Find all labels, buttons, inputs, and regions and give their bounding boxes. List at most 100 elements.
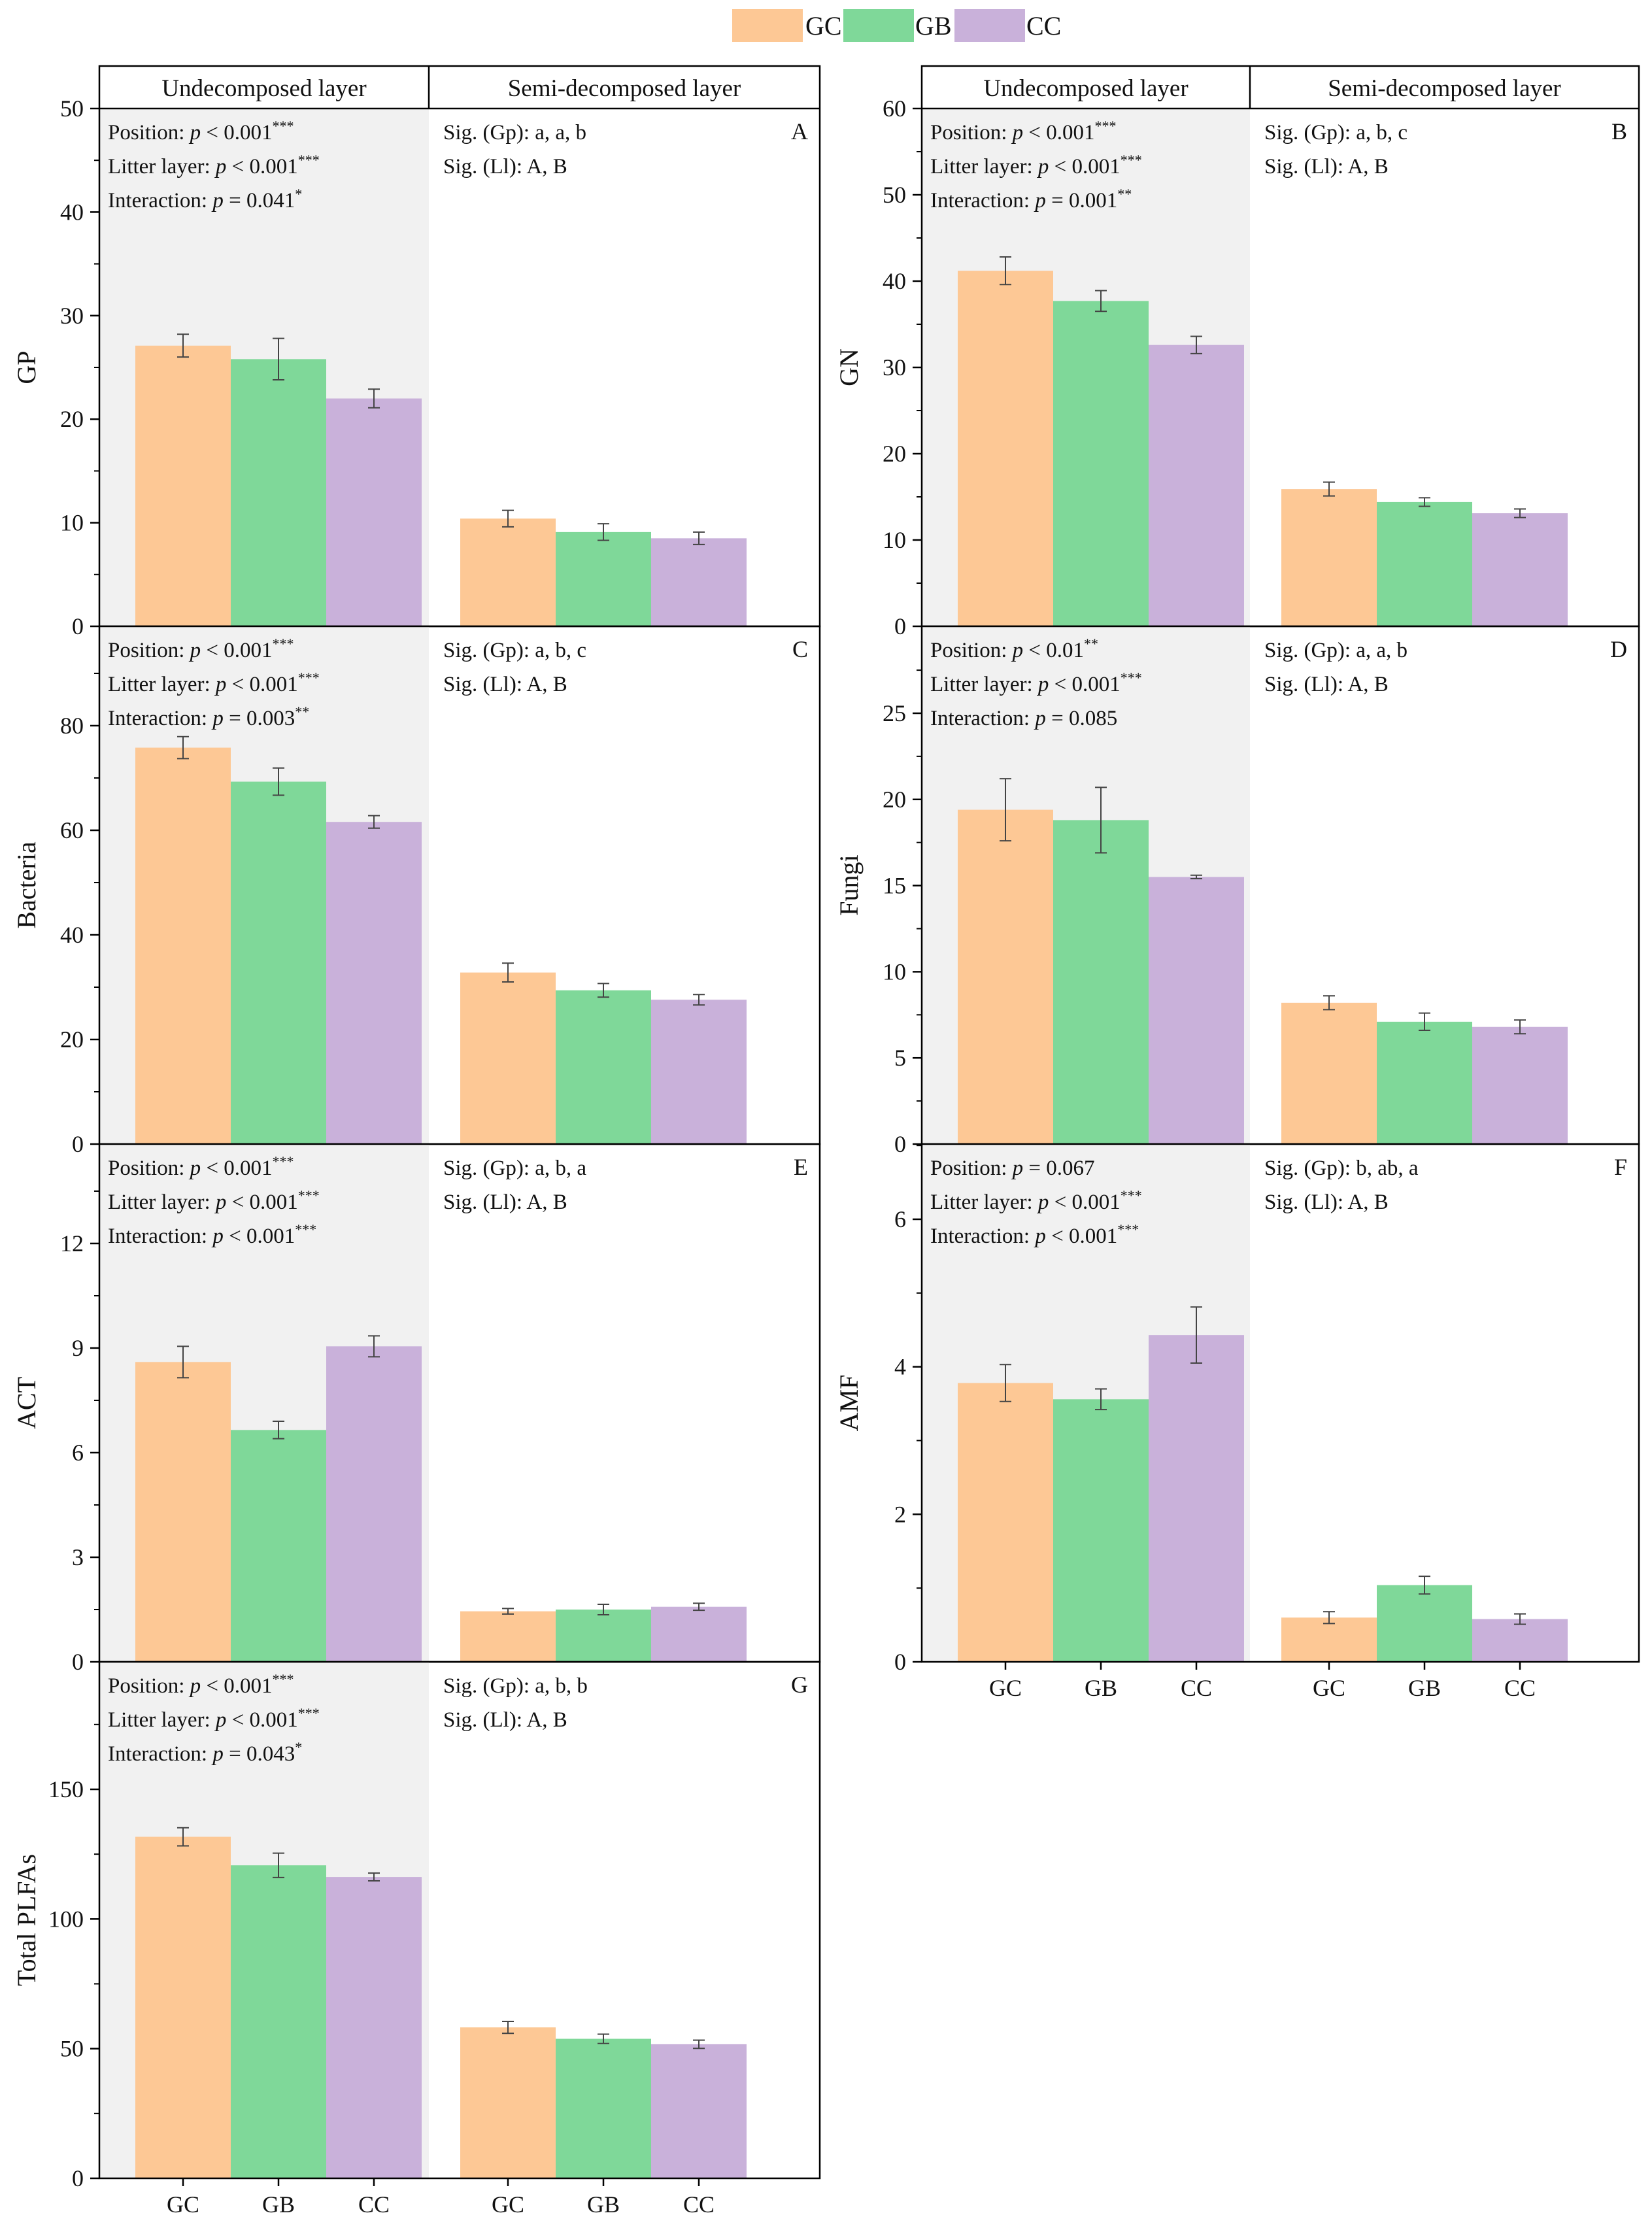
y-tick-label: 80 — [60, 713, 84, 739]
error-bar — [693, 531, 705, 545]
stats-block: Position: p < 0.001*** Litter layer: p < … — [108, 1671, 320, 1766]
sig-line: Sig. (Ll): A, B — [443, 155, 567, 178]
bar-semi-cc — [1472, 1619, 1568, 1662]
y-tick-label: 20 — [883, 786, 906, 813]
stat-line: Position: p < 0.001*** — [108, 1153, 294, 1180]
stat-line: Litter layer: p < 0.001*** — [930, 1187, 1142, 1214]
y-tick-label: 50 — [60, 2036, 84, 2062]
error-bar — [177, 1827, 189, 1847]
y-tick-label: 25 — [883, 700, 906, 726]
sig-line: Sig. (Gp): a, b, c — [1264, 121, 1408, 144]
error-bar — [1419, 1576, 1430, 1595]
y-axis: 0 20 40 60 80 — [60, 673, 99, 1157]
error-bar — [273, 337, 284, 381]
bar-undecomposed-gc — [135, 1836, 231, 2178]
bar-semi-gc — [1281, 489, 1377, 626]
y-axis-label: GP — [12, 350, 41, 384]
header-undecomposed: Undecomposed layer — [161, 75, 366, 102]
stat-line: Position: p < 0.01** — [930, 635, 1098, 662]
stat-line: Litter layer: p < 0.001*** — [108, 1187, 320, 1214]
panel-letter: B — [1611, 118, 1627, 144]
error-bar — [177, 333, 189, 358]
error-bar — [1514, 1613, 1526, 1625]
stat-line: Position: p < 0.001*** — [930, 118, 1117, 144]
y-axis: 0 10 20 30 40 50 60 — [883, 95, 922, 639]
y-tick-label: 15 — [883, 873, 906, 899]
bar-undecomposed-cc — [326, 1877, 422, 2178]
y-tick-label: 9 — [72, 1335, 84, 1361]
bar-undecomposed-gc — [135, 1362, 231, 1662]
bar-undecomposed-gc — [135, 345, 231, 626]
sig-line: Sig. (Gp): a, a, b — [1264, 639, 1408, 662]
y-axis-label: GN — [834, 348, 864, 386]
legend-label-cc: CC — [1026, 11, 1061, 41]
panel-letter: E — [794, 1154, 808, 1180]
y-axis-label: Fungi — [834, 854, 864, 915]
error-bar — [502, 962, 514, 983]
legend-swatch-cc — [954, 9, 1025, 42]
panel-g: 0 50 100 150 Total PLFAs Position: p < 0.001*… — [12, 1661, 821, 2218]
error-bar — [1095, 1388, 1107, 1411]
y-tick-label: 0 — [72, 1649, 84, 1675]
bar-semi-cc — [651, 538, 747, 626]
bar-semi-gb — [556, 532, 651, 626]
y-tick-label: 2 — [894, 1501, 906, 1527]
stat-line: Position: p < 0.001*** — [108, 1671, 294, 1698]
y-tick-label: 40 — [60, 199, 84, 225]
error-bar — [598, 1604, 609, 1615]
panel-letter: D — [1610, 636, 1627, 662]
error-bar — [1419, 1012, 1430, 1032]
panel-c: 0 20 40 60 80 Bacteria Position: p < 0.001*** L… — [12, 625, 821, 1157]
y-tick-label: 4 — [894, 1354, 906, 1380]
bar-undecomposed-gb — [231, 781, 326, 1144]
error-bar — [1323, 481, 1335, 497]
stats-block: Position: p < 0.01** Litter layer: p < 0.… — [930, 635, 1142, 730]
sig-line: Sig. (Ll): A, B — [443, 673, 567, 696]
bar-undecomposed-cc — [1149, 877, 1244, 1144]
significance-block: Sig. (Gp): a, b, a Sig. (Ll): A, B — [443, 1156, 586, 1214]
error-bar — [368, 1872, 380, 1882]
y-tick-label: 3 — [72, 1544, 84, 1570]
y-tick-label: 50 — [60, 95, 84, 122]
bar-semi-cc — [651, 1606, 747, 1662]
error-bar — [598, 2033, 609, 2044]
stat-line: Litter layer: p < 0.001*** — [930, 152, 1142, 178]
stat-line: Position: p = 0.067 — [930, 1156, 1095, 1180]
sig-line: Sig. (Gp): a, a, b — [443, 121, 586, 144]
sig-line: Sig. (Gp): a, b, c — [443, 639, 586, 662]
y-tick-label: 10 — [883, 527, 906, 553]
bar-semi-gb — [1377, 501, 1472, 626]
sig-line: Sig. (Ll): A, B — [1264, 673, 1389, 696]
y-axis: 0 50 100 150 — [48, 1723, 99, 2191]
stat-line: Litter layer: p < 0.001*** — [108, 669, 320, 696]
stats-block: Position: p < 0.001*** Litter layer: p < … — [108, 1153, 320, 1248]
error-bar — [1514, 1019, 1526, 1035]
error-bar — [368, 388, 380, 409]
error-bar — [273, 1852, 284, 1878]
error-bar — [273, 767, 284, 796]
bar-undecomposed-gc — [958, 1383, 1053, 1662]
y-tick-label: 40 — [60, 922, 84, 948]
y-axis: 0 10 20 30 40 50 — [60, 95, 99, 639]
error-bar — [1190, 874, 1202, 880]
error-bar — [1419, 497, 1430, 507]
x-tick-label: GB — [262, 2191, 295, 2218]
y-axis-label: ACT — [12, 1377, 41, 1429]
header-semi-decomposed: Semi-decomposed layer — [1328, 75, 1561, 102]
error-bar — [693, 994, 705, 1006]
stat-line: Interaction: p = 0.085 — [930, 707, 1117, 730]
x-tick-label: GB — [1408, 1675, 1441, 1701]
panel-letter: A — [791, 118, 808, 144]
error-bar — [1095, 786, 1107, 854]
error-bar — [502, 509, 514, 528]
bar-undecomposed-gb — [231, 359, 326, 626]
y-tick-label: 100 — [48, 1906, 84, 1932]
legend-label-gc: GC — [805, 11, 842, 41]
legend-label-gb: GB — [915, 11, 952, 41]
error-bar — [1000, 256, 1011, 286]
y-tick-label: 0 — [894, 1649, 906, 1675]
significance-block: Sig. (Gp): b, ab, a Sig. (Ll): A, B — [1264, 1156, 1419, 1214]
y-tick-label: 0 — [894, 1131, 906, 1157]
sig-line: Sig. (Ll): A, B — [443, 1708, 567, 1732]
y-tick-label: 40 — [883, 268, 906, 294]
